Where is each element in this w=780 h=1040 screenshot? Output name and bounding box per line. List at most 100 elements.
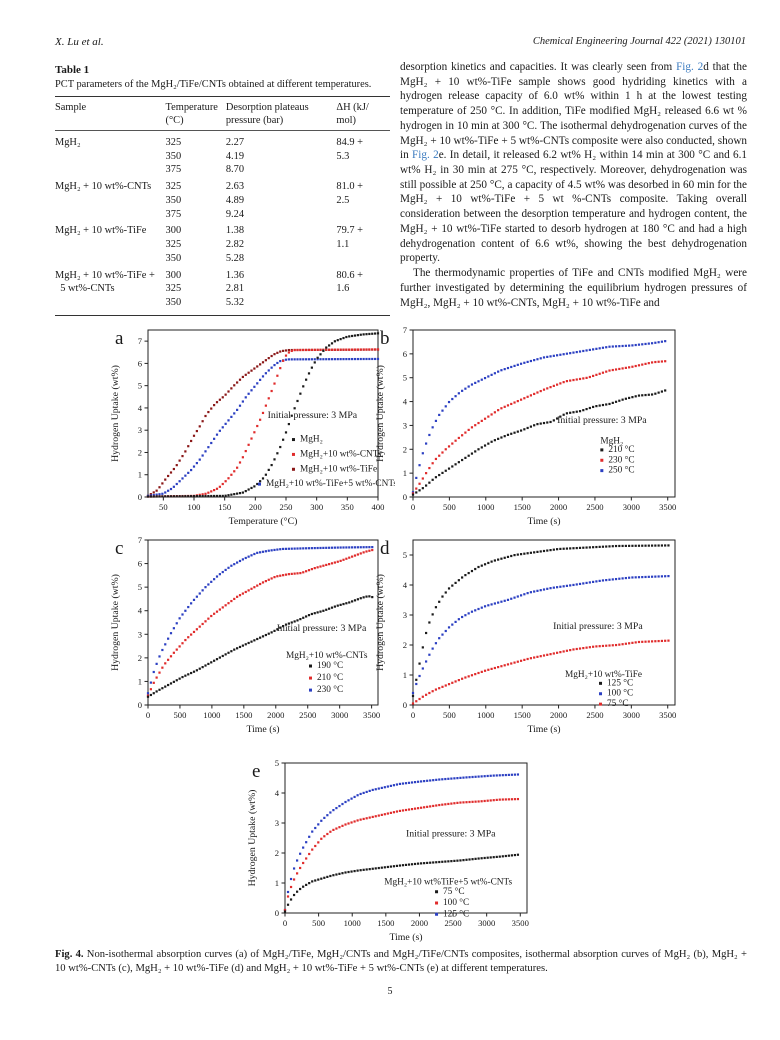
table-cell: 5.3: [336, 150, 350, 162]
svg-text:0: 0: [411, 710, 415, 720]
table-col-header: Sample: [55, 102, 87, 113]
y-axis-label: Hydrogen Uptake (wt%): [110, 365, 121, 462]
series-75 °C: [283, 853, 520, 913]
svg-text:4: 4: [403, 397, 408, 407]
legend-title: MgH₂+10 wt%-CNTs: [286, 651, 368, 661]
table-cell: 2.63: [225, 181, 245, 193]
x-axis-label: Time (s): [246, 724, 279, 735]
svg-text:1: 1: [138, 676, 142, 686]
chart-panel-b: b 0 500 1000 1500 2000 2500 3000 3500 0 1 2 3 4 5 6 7 Tim…: [358, 320, 688, 530]
legend-item-label: MgH₂+10 wt%-CNTs: [300, 449, 382, 459]
table-cell: [55, 163, 166, 180]
svg-text:5: 5: [403, 550, 407, 560]
legend-item-label: 100 °C: [607, 688, 633, 699]
svg-text:3000: 3000: [623, 710, 640, 720]
table-cell: 375: [165, 208, 182, 220]
svg-text:500: 500: [443, 710, 456, 720]
svg-text:5: 5: [138, 582, 142, 592]
svg-text:2500: 2500: [586, 502, 603, 512]
table-cell: 1.1: [336, 239, 350, 251]
table-cell: 79.7 +: [336, 225, 364, 237]
text-segment: The thermodynamic properties of TiFe and…: [400, 267, 747, 309]
table-cell: [336, 208, 390, 225]
svg-text:2: 2: [275, 848, 279, 858]
svg-text:1: 1: [403, 670, 407, 680]
svg-text:1: 1: [403, 468, 407, 478]
legend-title: MgH₂+10 wt%TiFe+5 wt%-CNTs: [384, 878, 512, 888]
table-cell: MgH₂ + 10 wt%-CNTs: [55, 181, 152, 193]
panel-label: d: [380, 538, 390, 559]
x-axis-label: Time (s): [527, 516, 560, 527]
svg-text:3: 3: [275, 818, 279, 828]
svg-text:400: 400: [372, 502, 385, 512]
table-cell: 5 wt%-CNTs: [55, 283, 115, 295]
table-col-header: Temperature (°C): [165, 102, 218, 126]
table-row: 350 4.89 2.5: [55, 194, 390, 208]
svg-text:2000: 2000: [550, 710, 567, 720]
svg-text:3500: 3500: [659, 710, 676, 720]
svg-text:2: 2: [138, 653, 142, 663]
svg-text:2000: 2000: [411, 918, 428, 928]
table-cell: MgH₂: [55, 137, 81, 148]
panel-label: a: [115, 328, 124, 349]
table-row: 350 4.19 5.3: [55, 150, 390, 164]
legend-item-label: MgH₂+10 wt%-TiFe: [300, 464, 377, 474]
table-col-header: Desorption plateaus pressure (bar): [225, 102, 309, 126]
text-segment: e. In detail, it released 6.2 wt% H₂ wit…: [400, 149, 747, 265]
table-cell: MgH₂ + 10 wt%-TiFe: [55, 225, 147, 237]
legend-title: MgH₂: [600, 437, 623, 447]
table-col-header: ΔH (kJ/mol): [336, 102, 369, 126]
svg-text:2: 2: [138, 447, 142, 457]
legend-marker: [600, 448, 604, 452]
series-210 °C: [411, 389, 667, 496]
svg-text:3500: 3500: [512, 918, 529, 928]
legend-item-label: MgH₂: [300, 435, 323, 445]
svg-text:0: 0: [138, 492, 142, 502]
series-75 °C: [411, 639, 670, 705]
caption-figure-label: Fig. 4.: [55, 949, 84, 960]
series-MgH₂+10 wt%-TiFe+5 wt%-CNTs: [146, 357, 380, 497]
chart-c: c 0 500 1000 1500 2000 2500 3000 3500 0 1 2 3 4 5 6 7 Tim…: [110, 535, 380, 735]
svg-text:1: 1: [138, 470, 142, 480]
figure-reference-link[interactable]: Fig. 2: [412, 149, 439, 162]
table-cell: 2.5: [336, 194, 350, 206]
text-segment: desorption kinetics and capacities. It w…: [400, 61, 677, 73]
legend-marker: [599, 681, 603, 685]
legend-item-label: 230 °C: [608, 454, 634, 465]
svg-text:7: 7: [138, 535, 143, 545]
chart-d: d 0 500 1000 1500 2000 2500 3000 3500 0 1 2 3 4 5 Time …: [375, 538, 676, 735]
table-cell: 375: [165, 164, 182, 176]
paragraph: desorption kinetics and capacities. It w…: [400, 60, 747, 266]
x-axis-label: Time (s): [527, 724, 560, 735]
svg-text:2: 2: [403, 444, 407, 454]
table-cell: 4.89: [225, 194, 245, 206]
figure-reference-link[interactable]: Fig. 2: [676, 61, 704, 73]
table-cell: 5.28: [225, 252, 245, 264]
svg-text:350: 350: [341, 502, 354, 512]
table-cell: 350: [165, 297, 182, 309]
series-125 °C: [411, 544, 670, 698]
svg-text:2: 2: [403, 640, 407, 650]
series-210 °C: [146, 548, 374, 697]
table-row: 350 5.32: [55, 296, 390, 315]
annotation-initial-pressure: Initial pressure: 3 MPa: [406, 829, 496, 840]
svg-text:500: 500: [443, 502, 456, 512]
svg-text:7: 7: [138, 336, 143, 346]
svg-text:3000: 3000: [623, 502, 640, 512]
svg-text:1000: 1000: [203, 710, 220, 720]
svg-text:0: 0: [275, 908, 279, 918]
table-cell: [55, 252, 166, 269]
table-row: 5 wt%-CNTs 325 2.81 1.6: [55, 282, 390, 296]
svg-text:1500: 1500: [514, 502, 531, 512]
svg-text:2500: 2500: [586, 710, 603, 720]
figure-caption: Fig. 4. Non-isothermal absorption curves…: [55, 948, 747, 977]
table-row: 375 9.24: [55, 208, 390, 225]
legend-marker: [600, 469, 604, 473]
table-cell: 350: [165, 252, 182, 264]
svg-text:1500: 1500: [377, 918, 394, 928]
svg-text:0: 0: [403, 700, 407, 710]
svg-text:4: 4: [138, 403, 143, 413]
chart-panel-c: c 0 500 1000 1500 2000 2500 3000 3500 0 1 2 3 4 5 6 7 Tim…: [95, 530, 395, 740]
y-axis-label: Hydrogen Uptake (wt%): [375, 365, 386, 462]
table-cell: 300: [165, 225, 182, 237]
